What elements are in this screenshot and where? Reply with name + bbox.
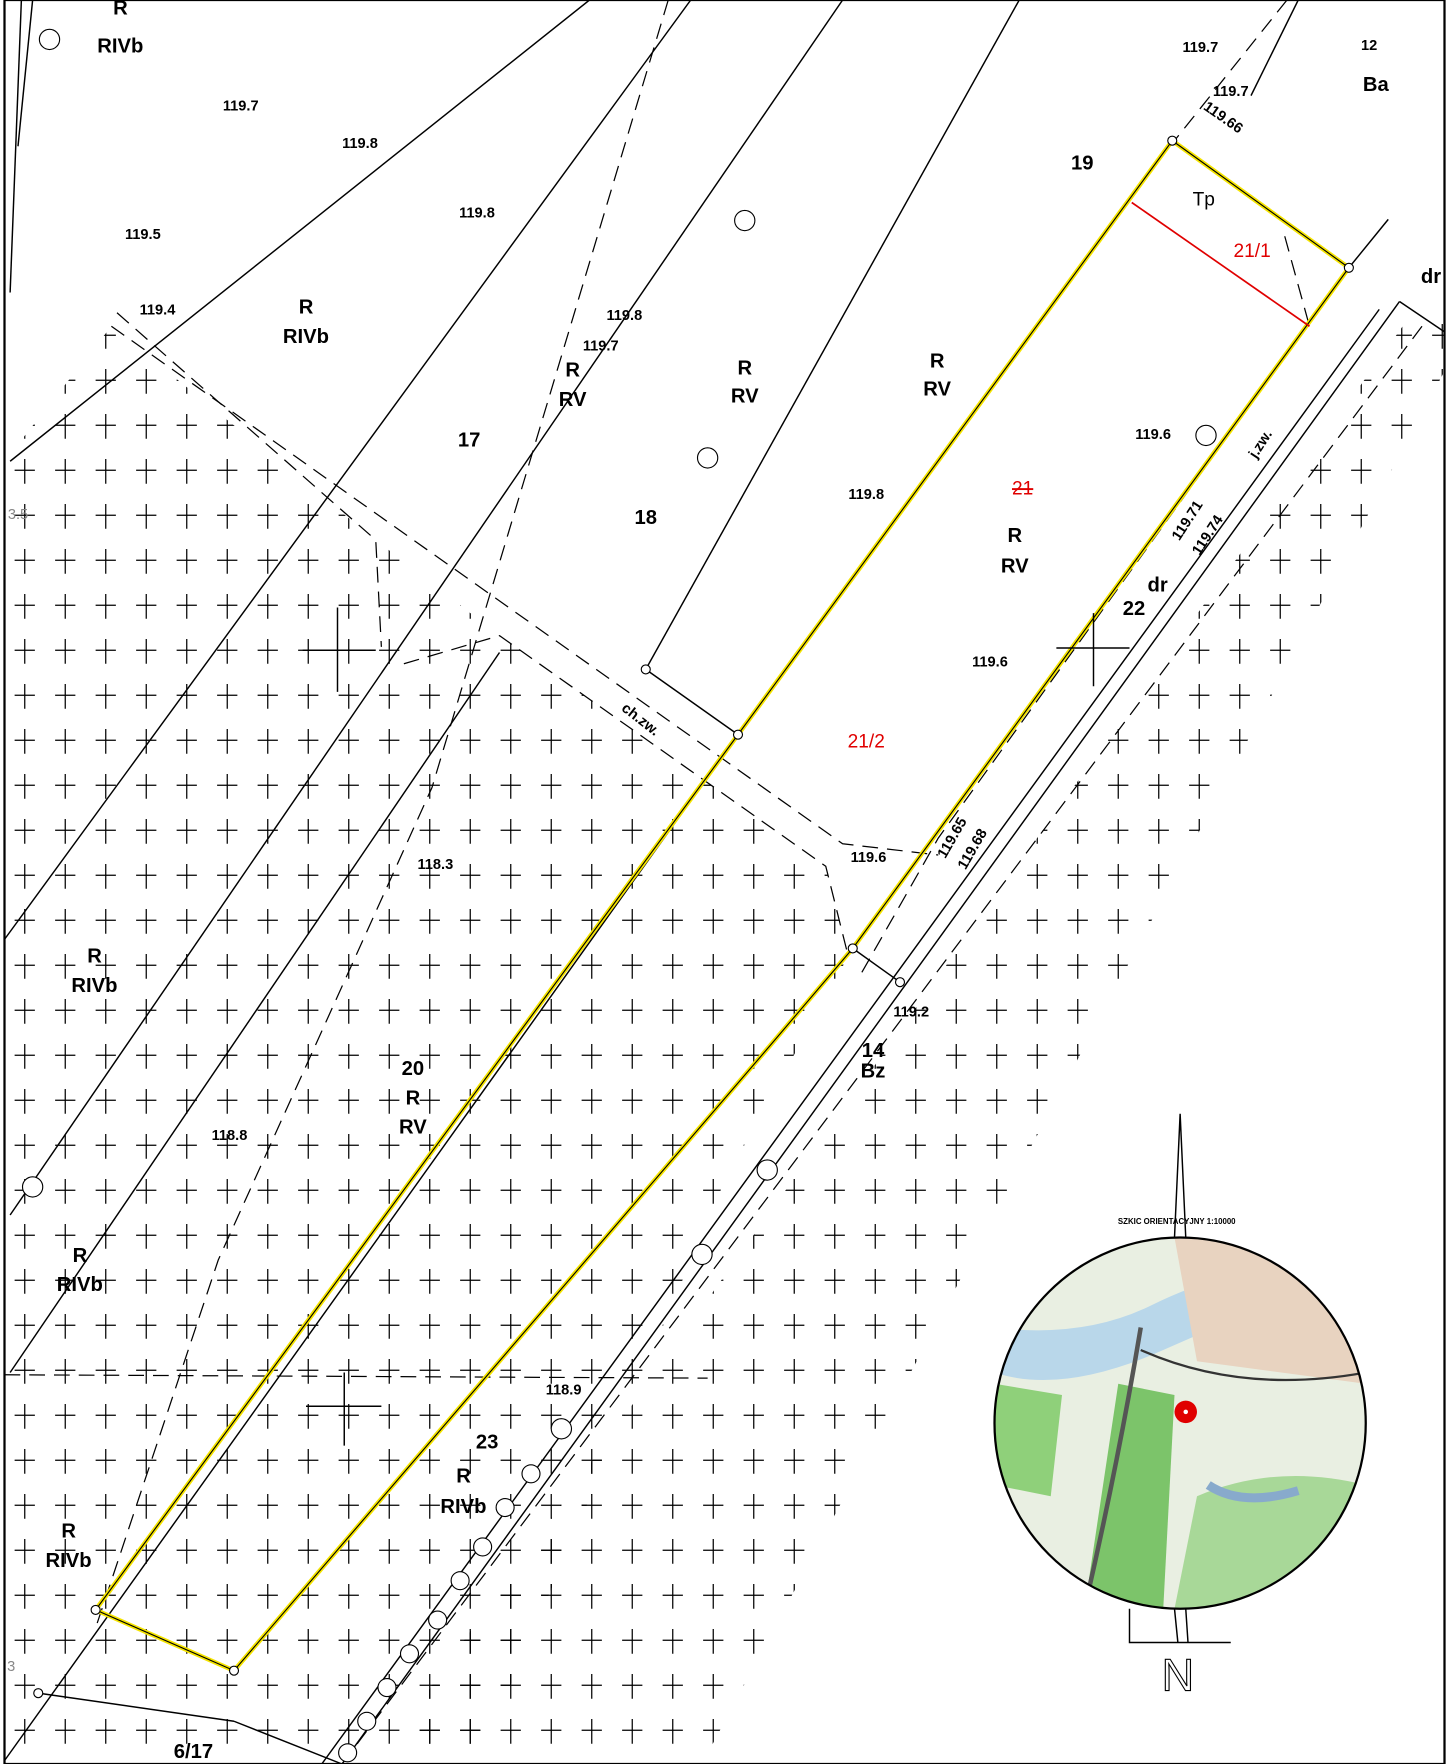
label: 21/2 (848, 732, 885, 753)
label: 119.6 (851, 850, 887, 866)
labels: R RIVb 119.7 119.8 119.8 119.5 119.4 R R… (7, 0, 1441, 1763)
label: 119.8 (342, 136, 378, 152)
vertices (33, 135, 1354, 1699)
label: RV (559, 389, 587, 411)
label: R (87, 946, 102, 968)
label: 21 (1012, 478, 1033, 499)
division-line (1131, 201, 1310, 327)
label: 17 (458, 429, 481, 451)
label: 6/17 (174, 1741, 213, 1763)
label: RIVb (97, 36, 143, 58)
label: R (930, 351, 945, 373)
label: R (737, 357, 752, 379)
label: 119.6 (972, 654, 1008, 670)
label: RIVb (71, 975, 117, 997)
label: dr (1148, 574, 1168, 596)
label: 119.7 (1213, 84, 1249, 100)
label: 119.7 (583, 338, 619, 354)
label: 12 (1361, 38, 1377, 54)
label: 119.7 (1182, 40, 1218, 56)
label: R (299, 297, 314, 319)
label: 118.3 (417, 857, 453, 873)
label: R (456, 1465, 471, 1487)
crop-area (4, 326, 849, 1764)
label: 18 (634, 507, 657, 529)
label: R (61, 1521, 76, 1543)
label: 119.5 (125, 227, 161, 243)
label: 21/1 (1234, 241, 1271, 262)
label: 119.6 (1135, 427, 1171, 443)
label: R (406, 1087, 421, 1109)
label: 119.4 (140, 302, 177, 318)
label: 20 (402, 1058, 425, 1080)
label: dr (1421, 266, 1441, 288)
label: 119.8 (848, 487, 884, 503)
label: 119.8 (459, 206, 495, 222)
label: RIVb (440, 1496, 486, 1518)
label: RIVb (57, 1274, 103, 1296)
orientation-sketch (993, 1113, 1367, 1644)
label: 19 (1071, 153, 1094, 175)
label: 14 (862, 1040, 885, 1062)
crop-area (375, 315, 1445, 1764)
label: R (565, 360, 580, 382)
label: R (113, 0, 128, 19)
label: R (73, 1245, 88, 1267)
label: Tp (1193, 189, 1215, 210)
label: 119.7 (223, 99, 259, 115)
label: 118.8 (212, 1128, 248, 1144)
label: Bz (861, 1060, 886, 1082)
boundaries (3, 0, 1445, 1764)
label: Ba (1363, 74, 1390, 96)
label: RV (731, 385, 759, 407)
label: 23 (476, 1432, 499, 1454)
parcel-line (94, 139, 1350, 1672)
label: RV (923, 379, 951, 401)
control-crosses (302, 607, 1130, 1446)
label: 3.5 (8, 507, 28, 523)
sketch-title: SZKIC ORIENTACYJNY 1:10000 (1118, 1217, 1236, 1226)
label: 3 (7, 1659, 15, 1675)
label: RV (1001, 555, 1029, 577)
label: 118.9 (546, 1382, 582, 1398)
label: R (1007, 525, 1022, 547)
label: 119.8 (606, 308, 642, 324)
north-label: N (1162, 1649, 1195, 1700)
label: 119.2 (893, 1004, 929, 1020)
label: RIVb (283, 326, 329, 348)
label: 22 (1123, 598, 1146, 620)
label: RIVb (46, 1550, 92, 1572)
label: RV (399, 1117, 427, 1139)
trees (21, 28, 1217, 1763)
